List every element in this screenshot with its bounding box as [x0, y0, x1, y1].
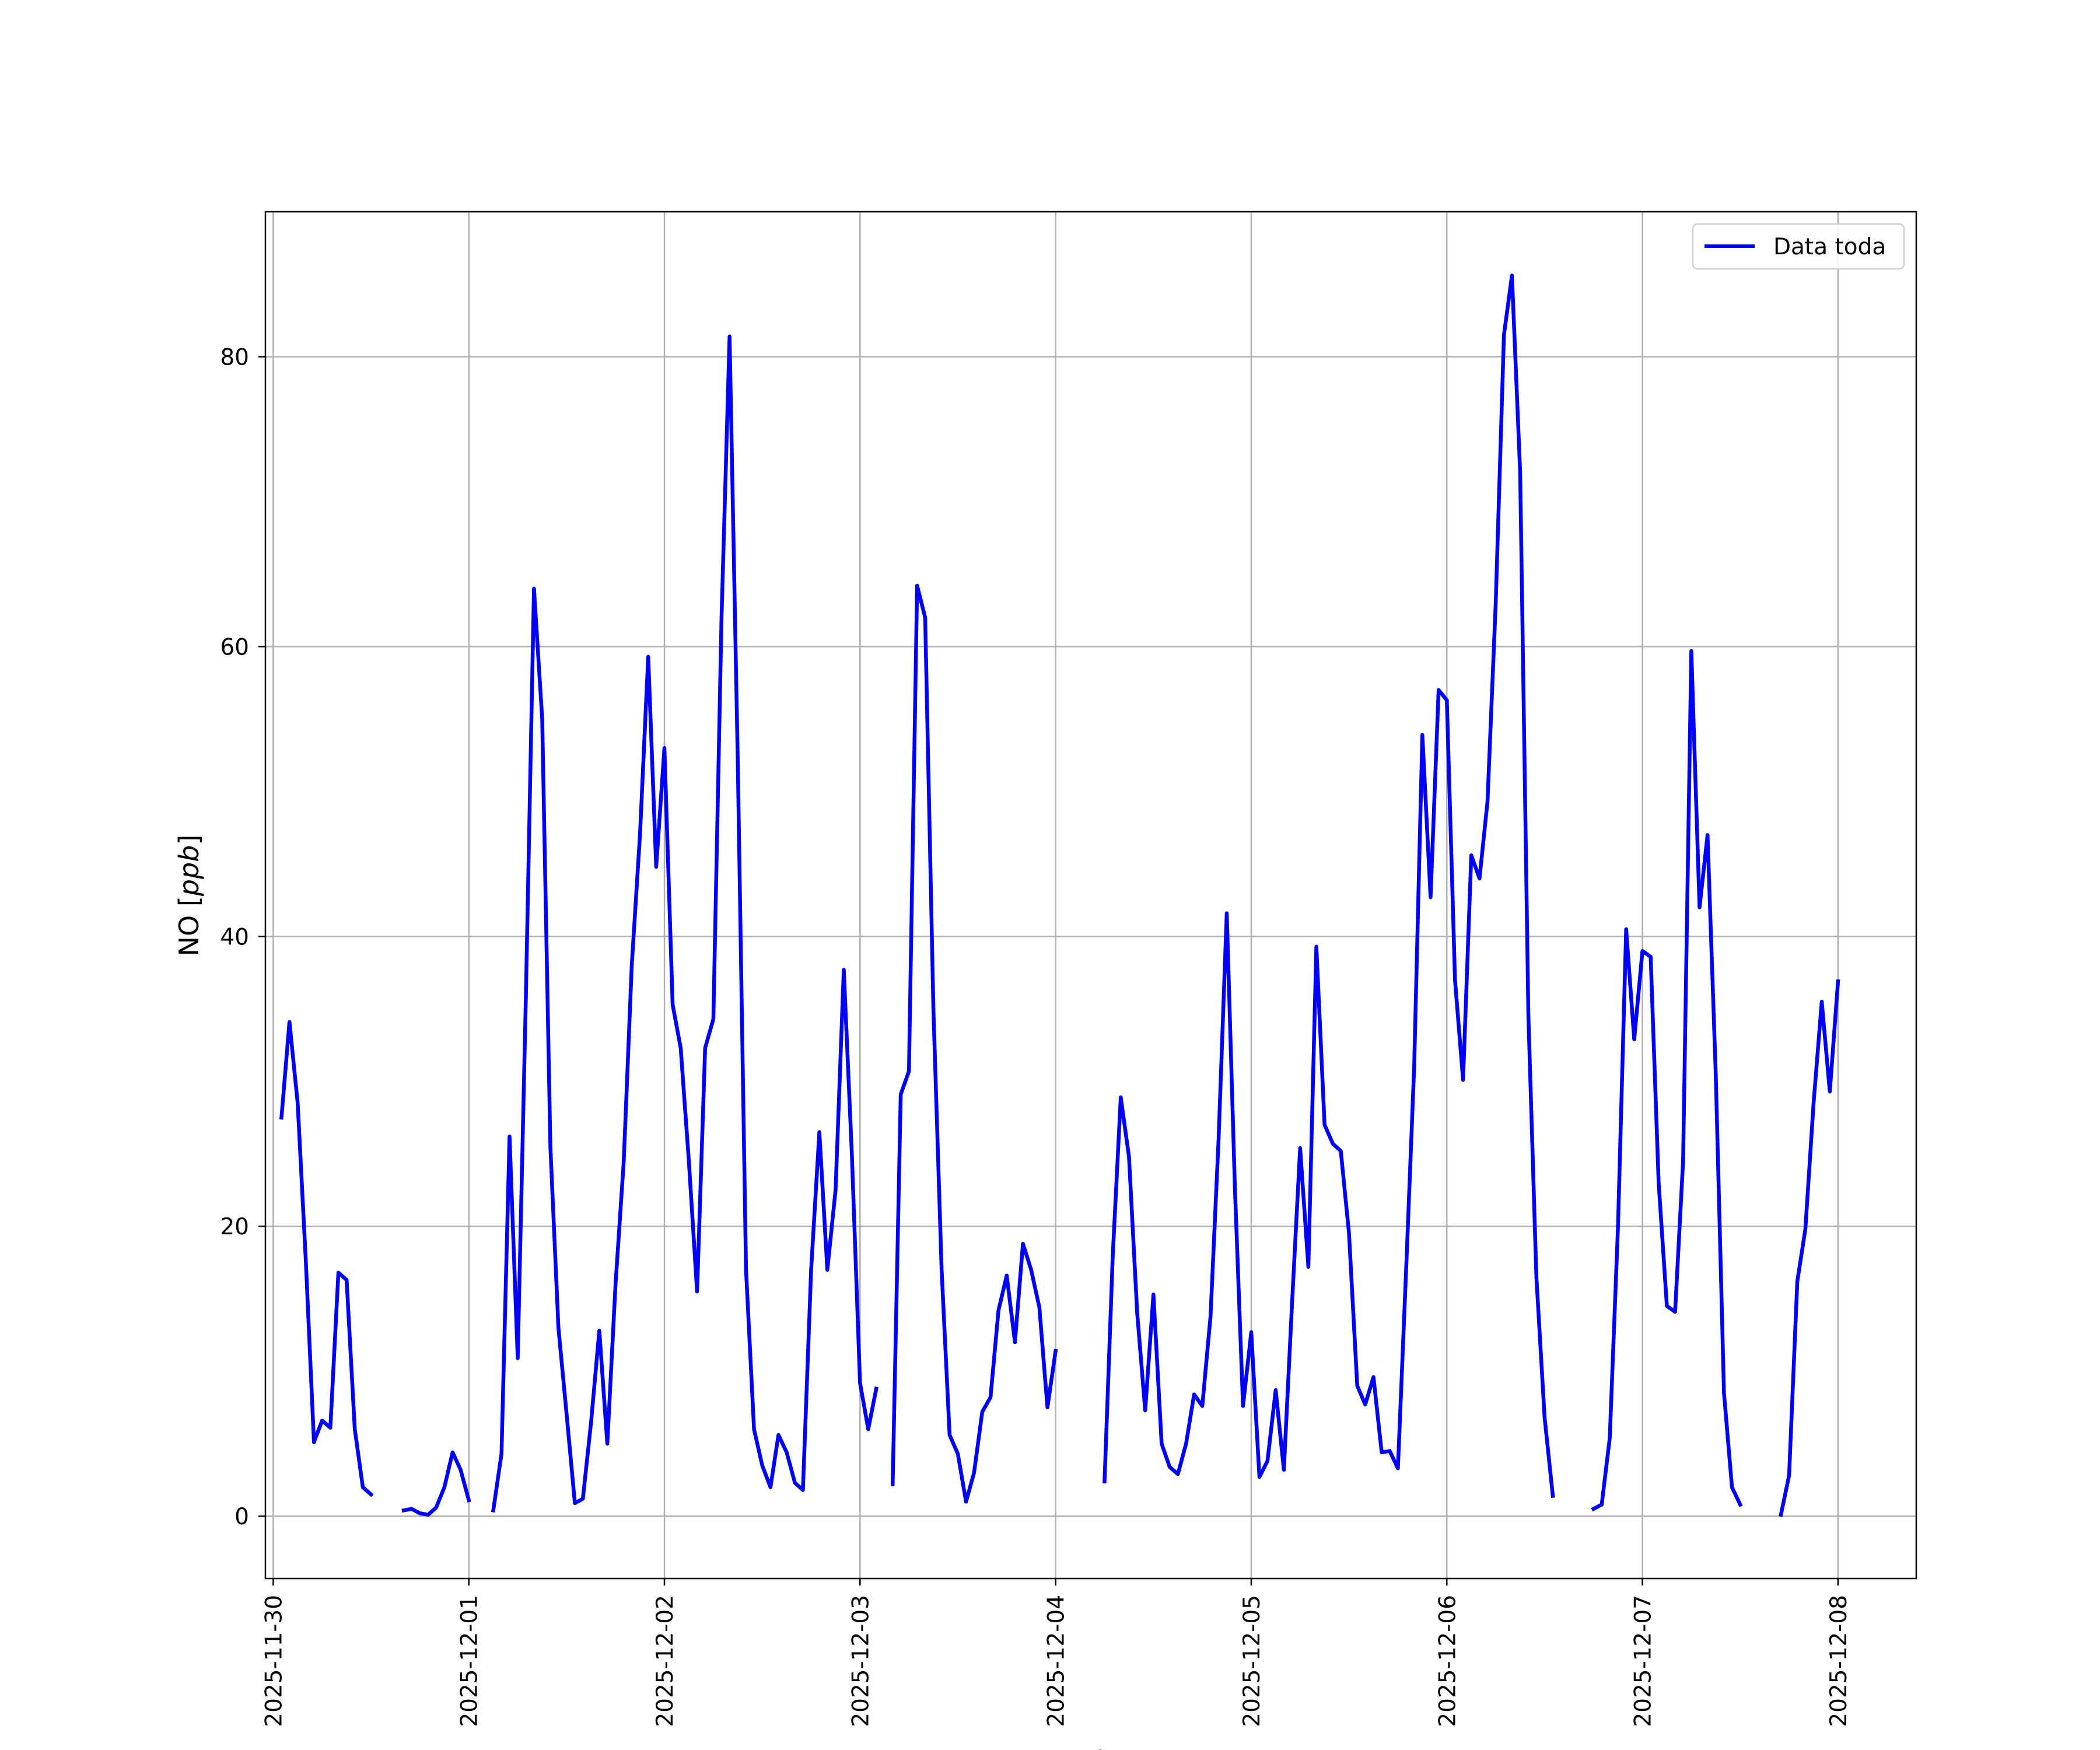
series-line-segment	[401, 1450, 471, 1517]
y-tick-label: 0	[235, 1504, 249, 1530]
legend-box	[1692, 223, 1905, 270]
y-tick-label: 60	[220, 634, 249, 660]
y-tick-label: 80	[220, 344, 249, 370]
y-tick-label: 20	[220, 1214, 249, 1240]
x-axis: 2025-11-30 2025-12-01 2025-12-02 2025-12-03…	[261, 1578, 1852, 1727]
y-axis-label-unit: ppb	[173, 845, 205, 897]
series-line-segment	[890, 583, 1058, 1504]
y-axis-label-close: ]	[173, 835, 205, 845]
x-tick-label: 2025-11-30	[261, 1595, 287, 1727]
x-tick-label: 2025-12-04	[1044, 1595, 1070, 1727]
x-tick-label: 2025-12-06	[1434, 1595, 1461, 1727]
x-tick-label: 2025-12-03	[848, 1595, 874, 1727]
series-line-segment	[1591, 649, 1743, 1512]
plot-area	[265, 212, 1916, 1578]
x-tick-label: 2025-12-05	[1239, 1595, 1265, 1727]
x-tick-label: 2025-12-02	[652, 1595, 678, 1727]
y-axis-label: NO [ppb]	[173, 835, 205, 957]
y-axis-label-main: NO [	[173, 896, 205, 956]
series-line-segment	[1779, 979, 1840, 1517]
legend: Data toda	[1692, 223, 1905, 270]
legend-label: Data toda	[1773, 234, 1886, 260]
x-tick-label: 2025-12-07	[1630, 1595, 1657, 1727]
plot-frame	[264, 211, 1917, 1580]
y-tick-label: 40	[220, 924, 249, 950]
series-line-segment	[491, 334, 879, 1513]
series-line-segment	[1102, 274, 1555, 1498]
grid	[265, 212, 1916, 1578]
y-axis: 0 20 40 60 80	[220, 344, 265, 1530]
series-line-segment	[279, 1020, 374, 1497]
series-layer	[279, 274, 1840, 1517]
x-tick-label: 2025-12-01	[457, 1595, 483, 1727]
x-tick-label: 2025-12-08	[1826, 1595, 1852, 1727]
x-axis-label: Fecha	[1052, 1745, 1130, 1750]
